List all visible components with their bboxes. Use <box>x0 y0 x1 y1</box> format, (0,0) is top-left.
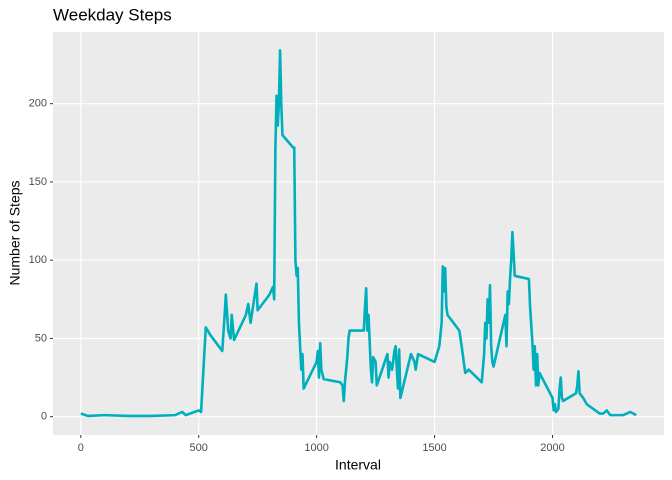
y-tick-label: 100 <box>29 254 47 266</box>
x-tick-label: 500 <box>190 442 208 454</box>
y-tick-label: 200 <box>29 98 47 110</box>
panel <box>53 32 664 435</box>
line-series <box>80 49 637 418</box>
chart-title: Weekday Steps <box>53 5 172 24</box>
y-tick-label: 150 <box>29 176 47 188</box>
y-tick-label: 50 <box>35 332 47 344</box>
y-axis-title: Number of Steps <box>7 180 23 285</box>
x-tick-label: 2000 <box>540 442 564 454</box>
x-axis-title: Interval <box>335 457 381 473</box>
x-tick-label: 1500 <box>422 442 446 454</box>
x-tick-label: 1000 <box>304 442 328 454</box>
y-tick-label: 0 <box>41 411 47 423</box>
x-tick-label: 0 <box>78 442 84 454</box>
